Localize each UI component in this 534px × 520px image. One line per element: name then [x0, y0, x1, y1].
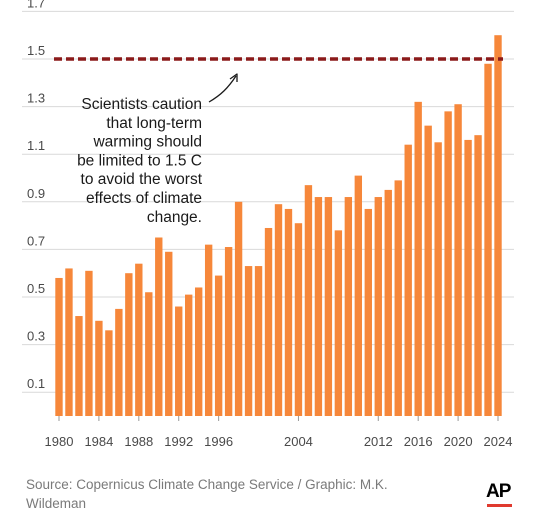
bar-2010: [354, 175, 363, 416]
y-tick-label: 0.9: [27, 186, 45, 201]
bar-1990: [155, 237, 163, 416]
x-tick-label: 2024: [484, 434, 513, 449]
ap-logo: AP: [486, 482, 514, 512]
x-tick-label: 1984: [84, 434, 113, 449]
bar-2008: [334, 230, 343, 416]
x-tick-label: 2012: [364, 434, 393, 449]
bar-1981: [65, 268, 73, 416]
x-tick-label: 2004: [284, 434, 313, 449]
bar-2004: [294, 223, 303, 416]
y-tick-label: 1.7: [27, 0, 45, 10]
bars: [55, 35, 502, 417]
bar-2006: [314, 197, 323, 416]
bar-1999: [244, 266, 253, 416]
bar-2007: [324, 197, 333, 416]
annotation-line: be limited to 1.5 C: [77, 152, 202, 169]
bar-2021: [464, 139, 472, 417]
annotation-line: Scientists caution: [81, 96, 202, 113]
bar-1988: [135, 263, 143, 416]
bar-1994: [194, 287, 203, 416]
bar-2012: [374, 197, 382, 416]
bar-2003: [284, 208, 293, 416]
bar-2013: [384, 189, 392, 416]
gridlines: [22, 10, 514, 393]
bar-1986: [115, 308, 123, 416]
source-credit: Source: Copernicus Climate Change Servic…: [26, 477, 388, 511]
x-tick-label: 2020: [444, 434, 473, 449]
x-tick-label: 1980: [45, 434, 74, 449]
bar-2023: [484, 63, 492, 416]
bar-2019: [444, 111, 452, 417]
bar-2020: [454, 104, 462, 416]
bar-1993: [185, 294, 193, 416]
x-tick-label: 2016: [404, 434, 433, 449]
bar-2009: [344, 197, 353, 416]
annotation-line: to avoid the worst: [81, 171, 203, 188]
bar-1989: [145, 292, 153, 416]
y-tick-label: 1.5: [27, 43, 45, 58]
bar-2011: [364, 208, 372, 416]
annotation-arrow: [208, 75, 237, 103]
bar-1998: [234, 201, 243, 416]
bar-1992: [175, 306, 183, 416]
bar-2005: [304, 185, 313, 416]
annotation-line: warming should: [92, 134, 202, 151]
bar-1996: [214, 275, 223, 416]
bar-1987: [125, 273, 133, 416]
bar-2022: [474, 135, 482, 416]
x-tick-label: 1992: [164, 434, 193, 449]
ap-logo-underline: [487, 504, 512, 507]
ap-logo-text: AP: [486, 481, 511, 502]
bar-2018: [434, 142, 442, 417]
bar-2016: [414, 101, 422, 416]
bar-1997: [224, 247, 233, 416]
y-tick-label: 1.3: [27, 91, 45, 106]
annotation: Scientists caution that long-term warming …: [77, 73, 238, 226]
x-axis-ticks: 1980 1984 1988 1992 1996 2004 2012 2016 2020 2024: [45, 416, 513, 449]
y-tick-label: 1.1: [27, 138, 45, 153]
bar-2002: [274, 204, 283, 416]
y-tick-label: 0.3: [27, 329, 45, 344]
annotation-line: change.: [147, 209, 202, 226]
bar-1984: [95, 320, 103, 416]
bar-1983: [85, 270, 93, 416]
bar-1980: [55, 277, 63, 416]
bar-2017: [424, 125, 432, 416]
bar-chart: 0.1 0.3 0.5 0.7 0.9 1.1 1.3 1.5 1.7 1980 1984 1988…: [22, 0, 514, 449]
y-tick-label: 0.1: [27, 376, 45, 391]
y-tick-label: 0.7: [27, 233, 45, 248]
bar-2000: [254, 266, 263, 416]
bar-1991: [165, 251, 173, 416]
bar-2024: [494, 35, 502, 416]
bar-2015: [404, 144, 412, 416]
bar-1982: [75, 316, 83, 416]
annotation-line: that long-term: [106, 115, 202, 132]
x-tick-label: 1996: [204, 434, 233, 449]
y-axis-ticks: 0.1 0.3 0.5 0.7 0.9 1.1 1.3 1.5 1.7: [27, 0, 45, 391]
annotation-arrowhead: [229, 73, 238, 82]
x-tick-label: 1988: [124, 434, 153, 449]
chart-area: 0.1 0.3 0.5 0.7 0.9 1.1 1.3 1.5 1.7 1980 1984 1988…: [22, 0, 514, 449]
bar-1985: [105, 330, 113, 416]
bar-1995: [204, 244, 213, 416]
bar-2014: [394, 180, 402, 416]
y-tick-label: 0.5: [27, 281, 45, 296]
annotation-line: effects of climate: [86, 190, 202, 207]
bar-2001: [264, 227, 273, 416]
